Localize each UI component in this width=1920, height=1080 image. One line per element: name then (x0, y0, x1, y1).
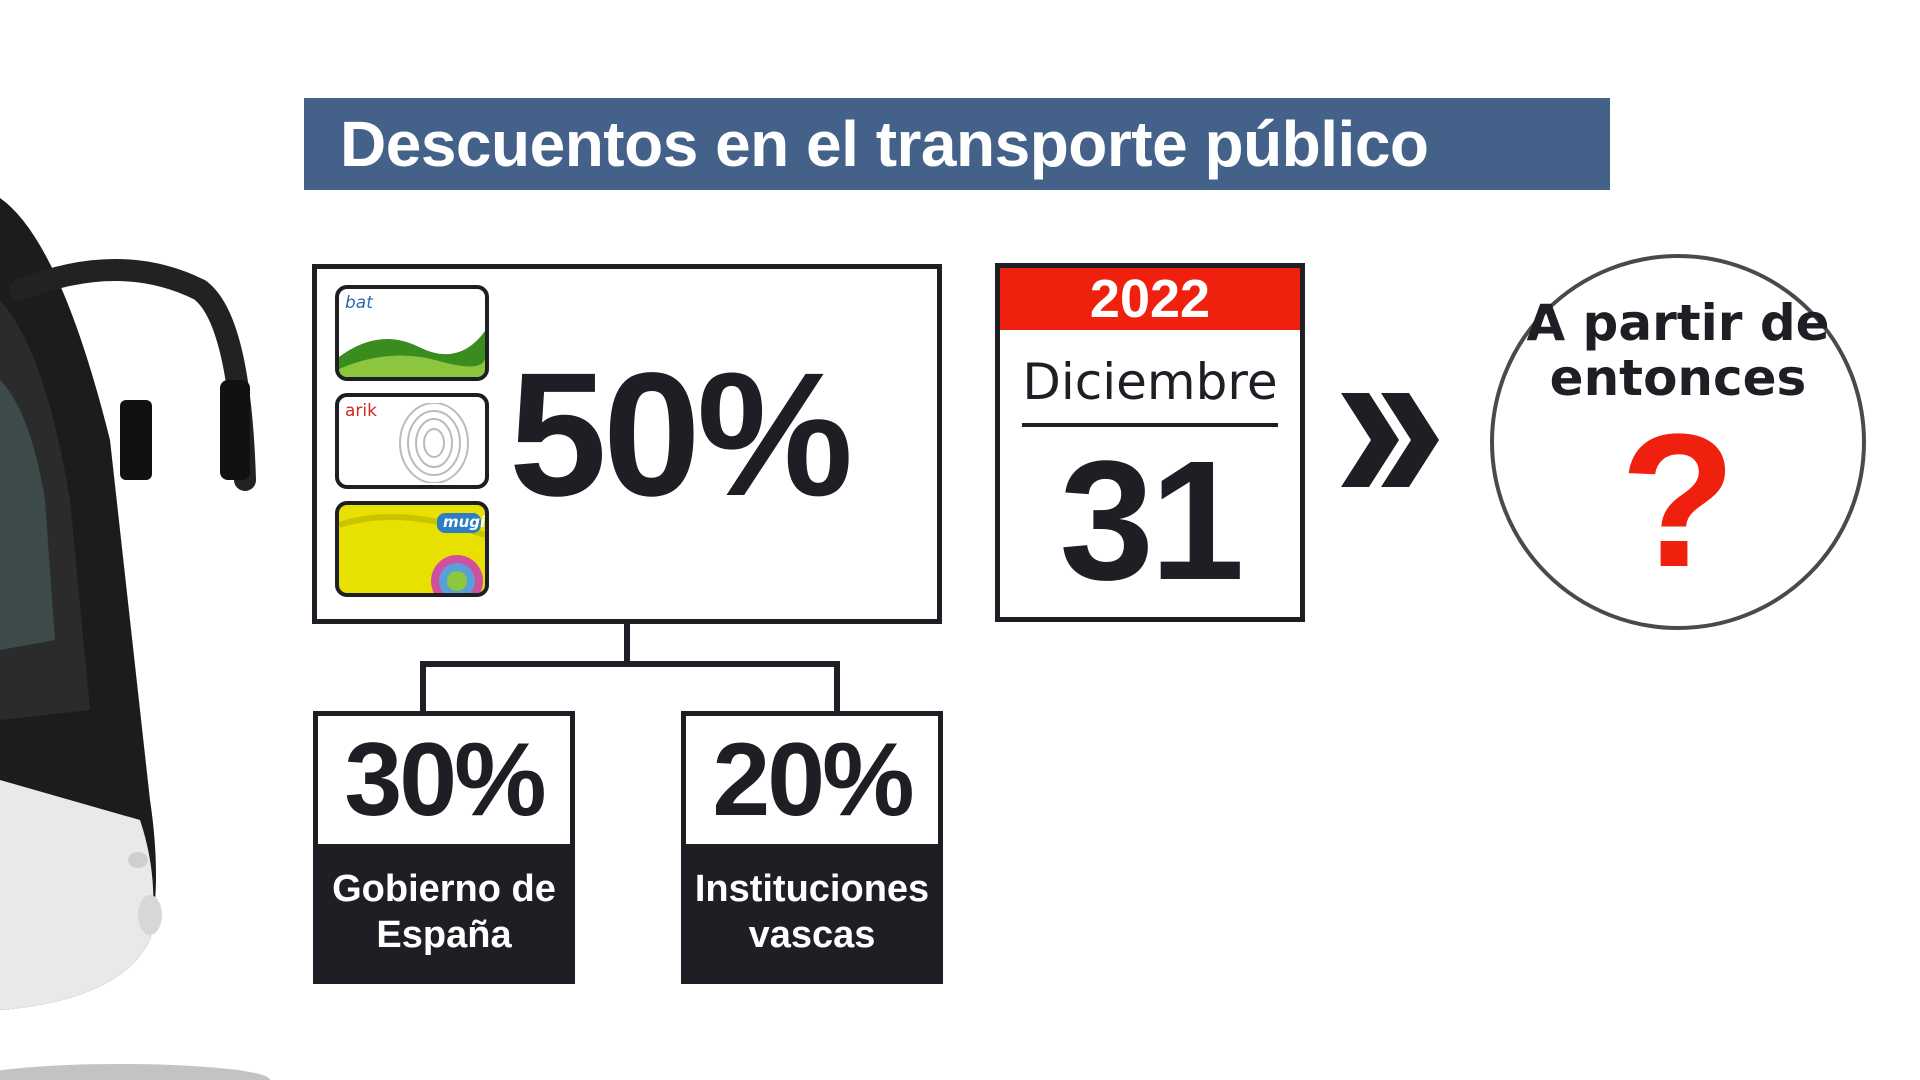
future-circle: A partir de entonces ? (1490, 254, 1866, 630)
title-banner: Descuentos en el transporte público (304, 98, 1610, 190)
colorful-swirl-icon (339, 513, 485, 593)
discount-spain-box: 30% Gobierno de España (313, 711, 575, 984)
discount-basque-box: 20% Instituciones vascas (681, 711, 943, 984)
double-chevron-right-icon (1341, 393, 1439, 487)
discount-basque-value: 20% (712, 722, 914, 838)
main-discount-value: 50% (509, 337, 853, 533)
bus-illustration (0, 198, 270, 1080)
calendar-divider (1022, 423, 1278, 427)
discount-basque-label: Instituciones vascas (686, 844, 938, 979)
future-text: A partir de entonces (1526, 294, 1830, 407)
transport-card-barik: arik (335, 393, 489, 489)
question-mark-icon: ? (1619, 395, 1737, 607)
page-title: Descuentos en el transporte público (340, 108, 1429, 180)
calendar-date: 2022 Diciembre 31 (995, 263, 1305, 622)
calendar-year: 2022 (1000, 268, 1300, 330)
connector-horizontal (420, 661, 840, 667)
main-discount-box: bat arik mugi 50% (312, 264, 942, 624)
calendar-month: Diciembre (1022, 353, 1278, 411)
card-label-mugi: mugi (443, 513, 486, 531)
transport-card-bat: bat (335, 285, 489, 381)
transport-card-mugi: mugi (335, 501, 489, 597)
green-wave-icon (339, 331, 485, 377)
discount-spain-label: Gobierno de España (318, 844, 570, 979)
discount-spain-value: 30% (344, 722, 546, 838)
card-label-barik: arik (345, 401, 377, 421)
card-label-bat: bat (345, 293, 373, 313)
fingerprint-icon (399, 403, 469, 483)
connector-right (834, 661, 840, 711)
connector-left (420, 661, 426, 711)
calendar-day: 31 (1059, 426, 1244, 616)
connector-vertical (624, 624, 630, 666)
